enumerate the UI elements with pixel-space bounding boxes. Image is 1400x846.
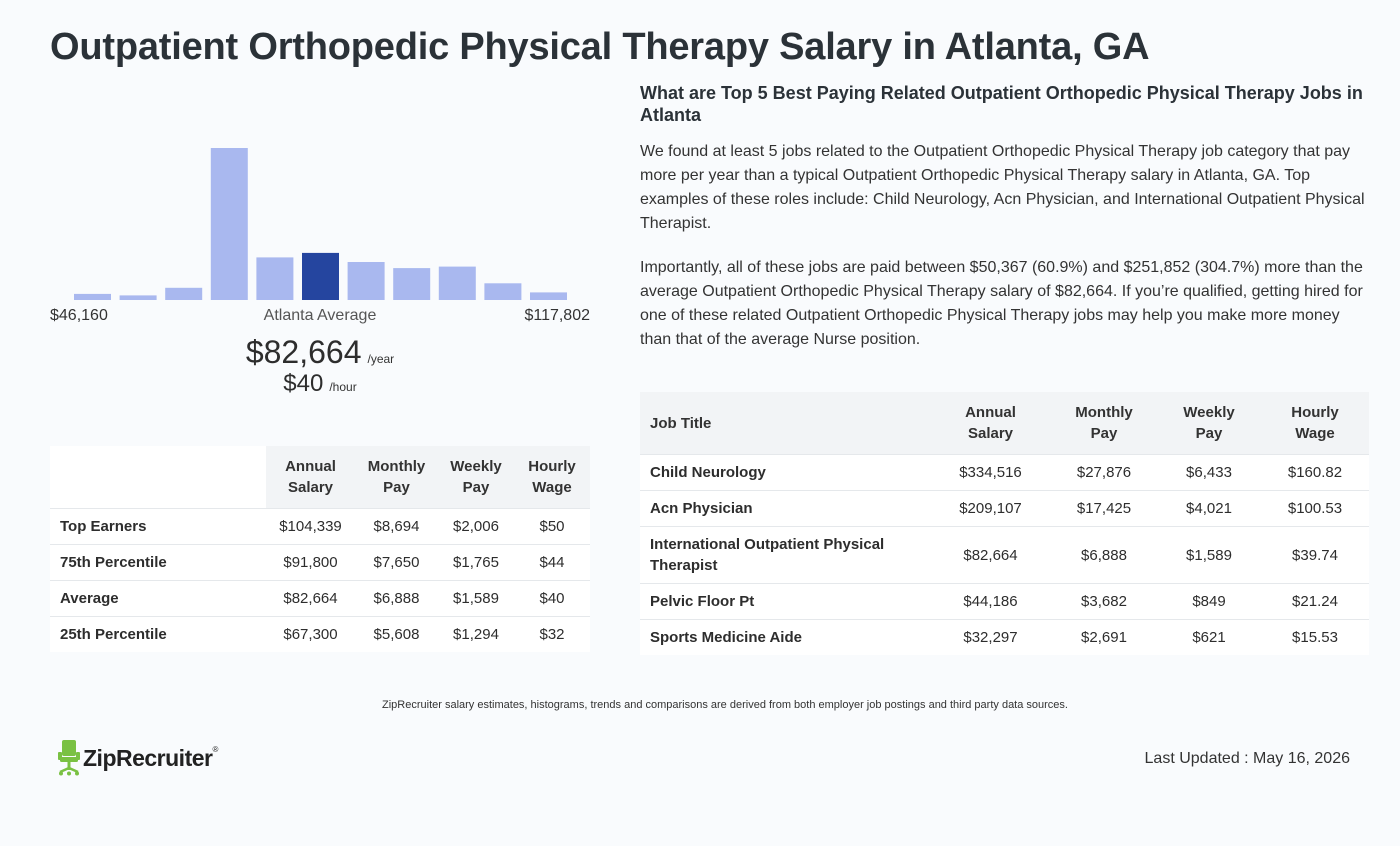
- histogram-average-label: Atlanta Average: [263, 307, 377, 324]
- histogram-bar: [393, 268, 431, 300]
- header-hourly-wage: Hourly Wage: [514, 446, 590, 509]
- table-row: 75th Percentile $91,800 $7,650 $1,765 $4…: [50, 544, 590, 581]
- cell-weekly: $2,006: [438, 508, 514, 545]
- row-label: 75th Percentile: [50, 544, 266, 581]
- header-monthly-pay: Monthly Pay: [355, 446, 438, 509]
- cell-hourly: $100.53: [1261, 490, 1369, 527]
- cell-monthly: $27,876: [1051, 454, 1157, 491]
- histogram-max-label: $117,802: [524, 307, 590, 324]
- header-weekly-pay: Weekly Pay: [438, 446, 514, 509]
- logo-text: ZipRecruiter®: [83, 744, 218, 771]
- table-row: Top Earners $104,339 $8,694 $2,006 $50: [50, 508, 590, 545]
- related-jobs-heading: What are Top 5 Best Paying Related Outpa…: [640, 83, 1363, 125]
- cell-hourly: $40: [514, 580, 590, 617]
- cell-hourly: $15.53: [1261, 619, 1369, 655]
- page-title: Outpatient Orthopedic Physical Therapy S…: [50, 26, 1150, 68]
- row-label: Top Earners: [50, 508, 266, 545]
- histogram-bar: [347, 262, 385, 300]
- cell-annual: $82,664: [930, 526, 1051, 584]
- header-blank: [50, 446, 266, 509]
- job-title: Acn Physician: [640, 490, 930, 527]
- header-job-title: Job Title: [640, 392, 930, 455]
- cell-annual: $334,516: [930, 454, 1051, 491]
- cell-annual: $209,107: [930, 490, 1051, 527]
- cell-hourly: $32: [514, 616, 590, 652]
- last-updated: Last Updated : May 16, 2026: [1144, 750, 1350, 767]
- histogram-bar: [119, 295, 157, 300]
- header-weekly-pay: Weekly Pay: [1157, 392, 1261, 455]
- percentile-table-header: Annual Salary Monthly Pay Weekly Pay Hourly…: [50, 446, 590, 509]
- cell-weekly: $849: [1157, 583, 1261, 620]
- yearly-unit: /year: [367, 352, 395, 366]
- histogram-chart: [74, 148, 567, 300]
- histogram-bar: [256, 257, 294, 300]
- header-hourly-wage: Hourly Wage: [1261, 392, 1369, 455]
- job-title: International Outpatient Physical Therapi…: [640, 526, 930, 584]
- cell-monthly: $3,682: [1051, 583, 1157, 620]
- ziprecruiter-chair-icon: [58, 740, 80, 776]
- table-row: Child Neurology $334,516 $27,876 $6,433 …: [640, 454, 1369, 491]
- header-monthly-pay: Monthly Pay: [1051, 392, 1157, 455]
- cell-weekly: $1,765: [438, 544, 514, 581]
- related-jobs-paragraph-1: We found at least 5 jobs related to the …: [640, 143, 1365, 232]
- cell-monthly: $2,691: [1051, 619, 1157, 655]
- cell-annual: $67,300: [266, 616, 355, 652]
- cell-monthly: $5,608: [355, 616, 438, 652]
- header-annual-salary: Annual Salary: [930, 392, 1051, 455]
- histogram-bar-average: [302, 252, 339, 300]
- histogram-bar: [210, 148, 248, 300]
- table-row: International Outpatient Physical Therapi…: [640, 526, 1369, 584]
- cell-weekly: $1,294: [438, 616, 514, 652]
- table-row: Pelvic Floor Pt $44,186 $3,682 $849 $21.…: [640, 583, 1369, 620]
- histogram-axis-labels: $46,160 Atlanta Average $117,802: [50, 307, 590, 329]
- row-label: Average: [50, 580, 266, 617]
- cell-annual: $104,339: [266, 508, 355, 545]
- header-annual-salary: Annual Salary: [266, 446, 355, 509]
- cell-monthly: $6,888: [355, 580, 438, 617]
- histogram-bar: [530, 292, 567, 300]
- cell-hourly: $21.24: [1261, 583, 1369, 620]
- cell-annual: $32,297: [930, 619, 1051, 655]
- data-source-footnote: ZipRecruiter salary estimates, histogram…: [382, 699, 1068, 711]
- cell-hourly: $44: [514, 544, 590, 581]
- ziprecruiter-logo[interactable]: ZipRecruiter®: [58, 740, 218, 776]
- hourly-unit: /hour: [329, 380, 357, 394]
- cell-monthly: $8,694: [355, 508, 438, 545]
- cell-annual: $44,186: [930, 583, 1051, 620]
- job-title: Sports Medicine Aide: [640, 619, 930, 655]
- job-title: Pelvic Floor Pt: [640, 583, 930, 620]
- cell-hourly: $160.82: [1261, 454, 1369, 491]
- cell-monthly: $7,650: [355, 544, 438, 581]
- histogram-min-label: $46,160: [50, 307, 108, 324]
- cell-monthly: $17,425: [1051, 490, 1157, 527]
- histogram-bar: [74, 293, 111, 300]
- job-title: Child Neurology: [640, 454, 930, 491]
- cell-annual: $91,800: [266, 544, 355, 581]
- cell-hourly: $50: [514, 508, 590, 545]
- cell-weekly: $621: [1157, 619, 1261, 655]
- cell-annual: $82,664: [266, 580, 355, 617]
- cell-monthly: $6,888: [1051, 526, 1157, 584]
- table-row: Average $82,664 $6,888 $1,589 $40: [50, 580, 590, 617]
- salary-histogram: [50, 110, 590, 300]
- histogram-bar: [438, 266, 476, 300]
- cell-hourly: $39.74: [1261, 526, 1369, 584]
- average-yearly-salary: $82,664: [245, 334, 362, 370]
- related-jobs-table: Job Title Annual Salary Monthly Pay Weekly…: [640, 392, 1369, 655]
- table-row: 25th Percentile $67,300 $5,608 $1,294 $3…: [50, 616, 590, 652]
- cell-weekly: $6,433: [1157, 454, 1261, 491]
- percentile-table: Annual Salary Monthly Pay Weekly Pay Hourly…: [50, 446, 590, 652]
- jobs-table-header: Job Title Annual Salary Monthly Pay Weekly…: [640, 392, 1369, 455]
- histogram-bar: [165, 287, 203, 300]
- table-row: Sports Medicine Aide $32,297 $2,691 $621…: [640, 619, 1369, 655]
- related-jobs-paragraph-2: Importantly, all of these jobs are paid …: [640, 259, 1363, 348]
- average-salary-block: $82,664/year $40/hour: [50, 336, 590, 396]
- cell-weekly: $1,589: [1157, 526, 1261, 584]
- table-row: Acn Physician $209,107 $17,425 $4,021 $1…: [640, 490, 1369, 527]
- row-label: 25th Percentile: [50, 616, 266, 652]
- histogram-bar: [484, 283, 522, 300]
- average-hourly-wage: $40: [283, 370, 324, 397]
- cell-weekly: $1,589: [438, 580, 514, 617]
- cell-weekly: $4,021: [1157, 490, 1261, 527]
